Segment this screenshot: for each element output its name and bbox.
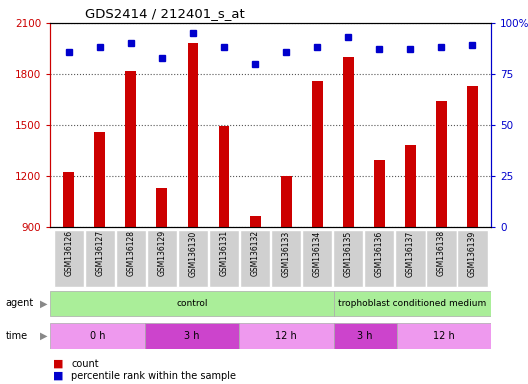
- Text: count: count: [71, 359, 99, 369]
- FancyBboxPatch shape: [334, 291, 491, 316]
- Text: agent: agent: [5, 298, 34, 308]
- FancyBboxPatch shape: [395, 230, 426, 287]
- Text: 0 h: 0 h: [90, 331, 105, 341]
- FancyBboxPatch shape: [147, 230, 177, 287]
- Text: GSM136126: GSM136126: [64, 230, 73, 276]
- Text: ■: ■: [53, 371, 63, 381]
- Bar: [405, 145, 416, 227]
- Bar: [156, 187, 167, 227]
- Bar: [219, 126, 230, 227]
- Bar: [374, 161, 385, 227]
- Bar: [187, 43, 199, 227]
- FancyBboxPatch shape: [116, 230, 146, 287]
- Text: percentile rank within the sample: percentile rank within the sample: [71, 371, 237, 381]
- FancyBboxPatch shape: [239, 323, 334, 349]
- FancyBboxPatch shape: [271, 230, 301, 287]
- FancyBboxPatch shape: [333, 230, 363, 287]
- FancyBboxPatch shape: [457, 230, 488, 287]
- Bar: [95, 132, 105, 227]
- Text: 12 h: 12 h: [276, 331, 297, 341]
- Text: GSM136127: GSM136127: [96, 230, 105, 276]
- FancyBboxPatch shape: [53, 230, 84, 287]
- Text: GSM136137: GSM136137: [406, 230, 415, 276]
- Text: GSM136128: GSM136128: [126, 230, 135, 276]
- Text: GSM136139: GSM136139: [468, 230, 477, 276]
- Text: GSM136134: GSM136134: [313, 230, 322, 276]
- Text: ▶: ▶: [40, 331, 47, 341]
- FancyBboxPatch shape: [209, 230, 239, 287]
- Bar: [436, 101, 447, 227]
- FancyBboxPatch shape: [178, 230, 208, 287]
- Text: GSM136133: GSM136133: [281, 230, 290, 276]
- Text: GSM136129: GSM136129: [157, 230, 166, 276]
- Text: trophoblast conditioned medium: trophoblast conditioned medium: [338, 299, 486, 308]
- Text: GSM136136: GSM136136: [375, 230, 384, 276]
- FancyBboxPatch shape: [50, 291, 334, 316]
- Text: GSM136135: GSM136135: [344, 230, 353, 276]
- Bar: [126, 71, 136, 227]
- FancyBboxPatch shape: [397, 323, 491, 349]
- Text: 12 h: 12 h: [433, 331, 455, 341]
- FancyBboxPatch shape: [302, 230, 333, 287]
- FancyBboxPatch shape: [426, 230, 457, 287]
- Bar: [467, 86, 478, 227]
- Text: time: time: [5, 331, 27, 341]
- FancyBboxPatch shape: [240, 230, 270, 287]
- FancyBboxPatch shape: [334, 323, 397, 349]
- FancyBboxPatch shape: [364, 230, 394, 287]
- FancyBboxPatch shape: [84, 230, 115, 287]
- Text: 3 h: 3 h: [184, 331, 200, 341]
- Bar: [281, 176, 291, 227]
- Text: ■: ■: [53, 359, 63, 369]
- Text: GSM136132: GSM136132: [251, 230, 260, 276]
- Text: GSM136138: GSM136138: [437, 230, 446, 276]
- FancyBboxPatch shape: [50, 323, 145, 349]
- Text: GSM136131: GSM136131: [220, 230, 229, 276]
- Bar: [343, 57, 354, 227]
- Text: control: control: [176, 299, 208, 308]
- Bar: [63, 172, 74, 227]
- Text: GDS2414 / 212401_s_at: GDS2414 / 212401_s_at: [86, 7, 245, 20]
- Bar: [250, 217, 260, 227]
- FancyBboxPatch shape: [145, 323, 239, 349]
- Text: ▶: ▶: [40, 298, 47, 308]
- Bar: [312, 81, 323, 227]
- Text: 3 h: 3 h: [357, 331, 373, 341]
- Text: GSM136130: GSM136130: [188, 230, 197, 276]
